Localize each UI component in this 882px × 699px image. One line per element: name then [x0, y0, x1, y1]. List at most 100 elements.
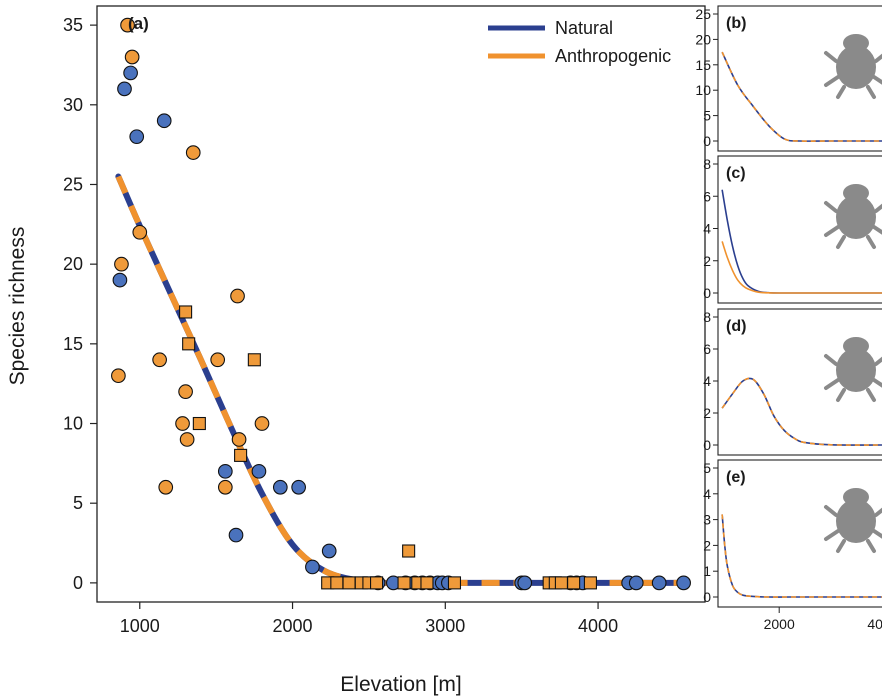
point-anthropogenic-square: [420, 576, 434, 590]
y-tick-label: 30: [63, 95, 83, 115]
point-anthropogenic-circle: [178, 384, 193, 399]
panel-c: 0 2 4 6 8 (c): [703, 155, 882, 304]
point-anthropogenic-circle: [114, 256, 129, 272]
y-tick-label: 2: [703, 537, 711, 553]
point-anthropogenic-circle: [231, 432, 247, 447]
point-anthropogenic-circle: [132, 224, 148, 240]
panel-b: 0 5 10 15 20 25 (b): [695, 5, 882, 152]
main-plot-frame: [96, 5, 706, 603]
y-tick-label: 6: [703, 188, 711, 204]
y-tick-label: 15: [695, 57, 711, 73]
panel-label-a: (a): [128, 14, 149, 33]
point-anthropogenic-circle: [210, 352, 226, 368]
natural-fit-line: [115, 173, 687, 587]
panel-label-b: (b): [726, 15, 746, 32]
main-panel-a: 1000 2000 3000 4000 0 5 10 15 20 25 30 35 (a) Eleva…: [6, 5, 706, 696]
point-anthropogenic-square: [397, 576, 411, 590]
x-tick-label: 2000: [764, 616, 795, 632]
beetle-silhouette-icon: [824, 488, 882, 553]
y-tick-label: 5: [703, 108, 711, 124]
beetle-silhouette-icon: [824, 184, 882, 249]
x-tick-label: 4000: [867, 616, 882, 632]
beetle-silhouette-icon: [824, 337, 882, 402]
small-panels: 0 5 10 15 20 25 (b) 0 2 4 6 8 (c) 0 2 4 6 8 (d) 0 1 2 3 4 5 (e) 20…: [695, 5, 882, 632]
panel-frame: [717, 308, 882, 456]
point-anthropogenic-circle: [111, 368, 126, 384]
panel-d: 0 2 4 6 8 (d): [703, 308, 882, 456]
beetle-silhouette-icon: [824, 34, 882, 99]
y-tick-label: 6: [703, 341, 711, 357]
point-natural-circle: [517, 575, 533, 591]
legend-anthropogenic-label: Anthropogenic: [555, 46, 671, 66]
main-data-points: [111, 17, 691, 591]
y-tick-label: 25: [63, 174, 83, 194]
point-anthropogenic-circle: [185, 145, 201, 160]
y-tick-label: 20: [63, 254, 83, 274]
point-anthropogenic-square: [330, 576, 344, 590]
point-natural-circle: [272, 479, 288, 495]
point-anthropogenic-square: [554, 576, 568, 590]
point-anthropogenic-square: [182, 337, 196, 351]
point-anthropogenic-circle: [152, 352, 167, 368]
panel-frame: [717, 459, 882, 608]
point-anthropogenic-square: [234, 448, 248, 462]
panel-frame: [717, 5, 882, 152]
main-axis-ticks: 1000 2000 3000 4000 0 5 10 15 20 25 30 35: [63, 15, 618, 636]
y-tick-label: 4: [703, 373, 711, 389]
point-natural-circle: [228, 527, 244, 543]
y-tick-label: 3: [703, 512, 711, 528]
y-tick-label: 20: [695, 31, 711, 47]
y-tick-label: 10: [63, 414, 83, 434]
y-tick-label: 5: [703, 460, 711, 476]
anthropogenic-line: [721, 514, 882, 598]
point-anthropogenic-square: [247, 353, 261, 367]
point-natural-circle: [112, 272, 128, 288]
y-tick-label: 8: [703, 309, 711, 325]
panel-label-d: (d): [726, 318, 746, 335]
anthropogenic-line: [721, 241, 882, 294]
point-anthropogenic-circle: [175, 416, 190, 431]
point-natural-circle: [628, 575, 644, 591]
y-axis-label: Species richness: [6, 227, 29, 386]
point-natural-circle: [321, 543, 337, 559]
point-natural-circle: [156, 113, 172, 129]
y-tick-label: 0: [703, 133, 711, 149]
x-tick-label: 4000: [578, 616, 618, 636]
x-tick-label: 1000: [120, 616, 160, 636]
y-tick-label: 0: [703, 285, 711, 301]
panel-label-e: (e): [726, 469, 746, 486]
anthropogenic-fit-line: [115, 175, 684, 587]
point-anthropogenic-circle: [217, 479, 233, 495]
legend: Natural Anthropogenic: [488, 18, 671, 66]
legend-natural-label: Natural: [555, 18, 613, 38]
point-anthropogenic-circle: [254, 416, 270, 431]
point-anthropogenic-square: [567, 576, 581, 590]
y-tick-label: 4: [703, 486, 711, 502]
point-anthropogenic-circle: [124, 49, 140, 65]
point-anthropogenic-square: [402, 544, 416, 558]
point-natural-circle: [217, 463, 233, 479]
y-tick-label: 0: [73, 573, 83, 593]
point-natural-circle: [676, 575, 691, 591]
point-anthropogenic-circle: [120, 17, 135, 33]
x-tick-label: 3000: [425, 616, 465, 636]
main-fitted-curves: [115, 173, 687, 587]
point-anthropogenic-square: [192, 416, 206, 431]
point-anthropogenic-circle: [158, 479, 174, 495]
point-anthropogenic-circle: [230, 288, 245, 304]
panel-e: 0 1 2 3 4 5 (e) 2000 4000: [703, 459, 882, 632]
y-tick-label: 25: [695, 6, 711, 22]
point-anthropogenic-circle: [179, 432, 195, 447]
y-tick-label: 35: [63, 15, 83, 35]
y-tick-label: 4: [703, 221, 711, 237]
y-tick-label: 1: [703, 563, 711, 579]
point-natural-circle: [651, 575, 667, 591]
point-anthropogenic-square: [370, 576, 384, 590]
y-tick-label: 0: [703, 437, 711, 453]
y-tick-label: 2: [703, 253, 711, 269]
y-tick-label: 5: [73, 493, 83, 513]
y-tick-label: 10: [695, 82, 711, 98]
point-anthropogenic-square: [179, 305, 193, 319]
panel-frame: [717, 155, 882, 304]
